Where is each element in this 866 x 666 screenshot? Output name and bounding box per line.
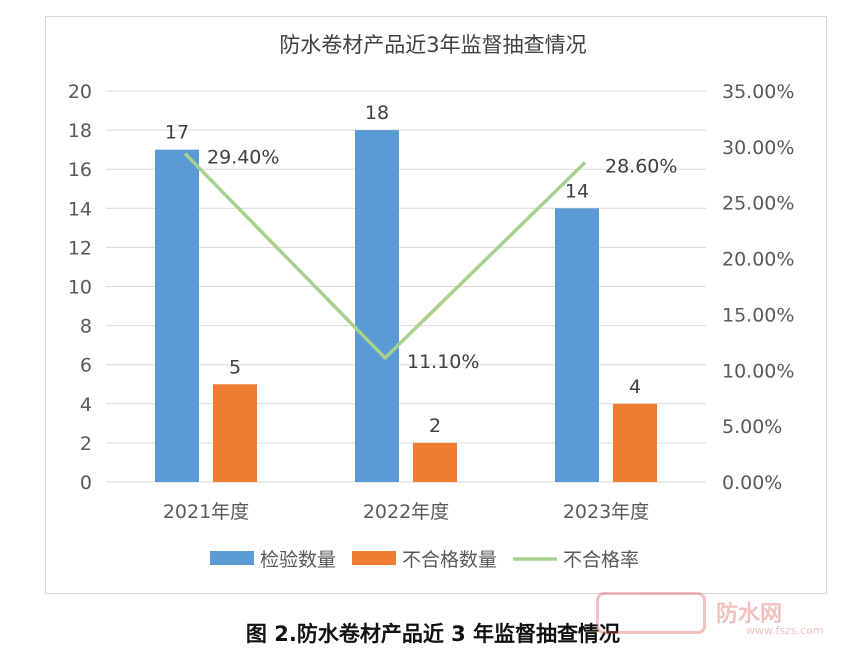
y-left-tick-label: 16	[68, 159, 92, 181]
chart: 防水卷材产品近3年监督抽查情况 0 2 4 6 8 10 12 14 16 18 20 0.00% 5.0…	[68, 33, 795, 571]
y-right-tick-label: 20.00%	[722, 249, 794, 271]
y-left-tick-label: 0	[80, 472, 92, 494]
bar-failed	[413, 442, 457, 482]
bar-data-label: 2	[429, 415, 441, 437]
y-left-tick-label: 20	[68, 81, 92, 103]
y-left-tick-label: 8	[80, 316, 92, 338]
y-right-tick-label: 25.00%	[722, 193, 794, 215]
y-right-tick-label: 0.00%	[722, 472, 782, 494]
y-left-tick-label: 14	[68, 198, 92, 220]
y-left-tick-label: 2	[80, 433, 92, 455]
line-data-label: 29.40%	[207, 147, 279, 169]
legend-label: 检验数量	[260, 549, 336, 571]
bar-data-label: 5	[229, 356, 241, 378]
line-failure-rate	[183, 152, 587, 360]
y-right-tick-label: 15.00%	[722, 304, 794, 326]
x-tick-label: 2022年度	[363, 501, 449, 523]
bar-data-label: 4	[629, 376, 641, 398]
legend-label: 不合格数量	[402, 549, 497, 571]
y-right-tick-label: 35.00%	[722, 81, 794, 103]
legend-swatch	[210, 551, 254, 565]
watermark-logo-icon	[596, 592, 706, 634]
bar-inspected	[555, 208, 599, 483]
y-left-tick-label: 18	[68, 120, 92, 142]
chart-title: 防水卷材产品近3年监督抽查情况	[279, 33, 586, 57]
y-right-tick-label: 5.00%	[722, 416, 782, 438]
line-data-label: 11.10%	[407, 351, 479, 373]
watermark: 防水网 www.fszs.com	[596, 590, 846, 640]
bar-failed	[613, 403, 657, 482]
bar-data-label: 17	[165, 122, 189, 144]
y-right-tick-label: 10.00%	[722, 360, 794, 382]
y-left-tick-label: 6	[80, 355, 92, 377]
bar-failed	[213, 384, 257, 482]
line-data-label: 28.60%	[605, 155, 677, 177]
bar-data-label: 14	[565, 180, 589, 202]
x-tick-label: 2023年度	[563, 501, 649, 523]
figure-caption: 图 2.防水卷材产品近 3 年监督抽查情况	[245, 622, 621, 646]
bar-inspected	[155, 149, 199, 482]
legend-swatch	[352, 551, 396, 565]
x-tick-label: 2021年度	[163, 501, 249, 523]
legend-label: 不合格率	[563, 549, 639, 571]
y-right-tick-label: 30.00%	[722, 137, 794, 159]
y-left-tick-label: 4	[80, 394, 92, 416]
watermark-text: 防水网	[716, 602, 783, 627]
bar-data-label: 18	[365, 102, 389, 124]
bar-inspected	[355, 130, 399, 482]
y-left-tick-label: 10	[68, 277, 92, 299]
y-left-tick-label: 12	[68, 237, 92, 259]
watermark-url: www.fszs.com	[746, 624, 824, 637]
